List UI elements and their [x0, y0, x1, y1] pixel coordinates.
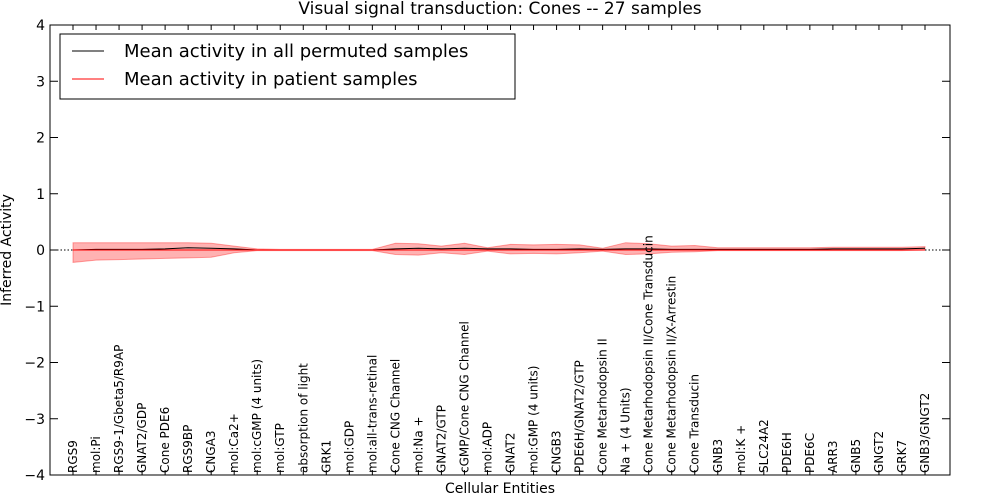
x-tick-label: Cone CNG Channel [388, 359, 402, 473]
x-tick-label: Cone Transducin [688, 374, 702, 473]
legend-label-patient: Mean activity in patient samples [124, 69, 418, 90]
x-tick-label: GNB5 [849, 439, 863, 473]
legend: Mean activity in all permuted samples Me… [59, 33, 516, 100]
x-tick-label: cGMP/Cone CNG Channel [458, 321, 472, 473]
x-tick-label: PDE6C [803, 433, 817, 473]
x-tick-label: mol:cGMP (4 units) [250, 359, 264, 473]
x-tick-label: GNB3/GNGT2 [918, 393, 932, 473]
y-tick-label: 3 [36, 74, 45, 90]
x-tick-label: GNAT2/GDP [135, 403, 149, 473]
x-tick-label: absorption of light [296, 363, 310, 473]
y-tick-label: −1 [24, 299, 45, 315]
x-tick-label: PDE6H/GNAT2/GTP [573, 360, 587, 473]
y-tick-label: −4 [24, 468, 45, 484]
x-tick-label: PDE6H [780, 432, 794, 473]
legend-box [59, 33, 516, 100]
x-tick-label: GRK7 [895, 440, 909, 473]
chart-title: Visual signal transduction: Cones -- 27 … [298, 0, 701, 19]
x-tick-label: mol:GDP [342, 421, 356, 473]
x-tick-label: mol:ADP [481, 422, 495, 473]
x-tick-label: SLC24A2 [757, 419, 771, 473]
x-tick-label: mol:all-trans-retinal [365, 355, 379, 473]
x-tick-label: mol:Pi [89, 436, 103, 473]
x-tick-label: CNGB3 [550, 430, 564, 473]
y-tick-label: 0 [36, 243, 45, 259]
legend-label-permuted: Mean activity in all permuted samples [124, 41, 468, 62]
y-axis-label: Inferred Activity [0, 194, 15, 306]
series-line-permuted [72, 247, 926, 251]
x-tick-label: RGS9BP [181, 425, 195, 473]
x-tick-label: GNGT2 [872, 431, 886, 473]
x-tick-label: GRK1 [319, 440, 333, 473]
x-tick-label: mol:Ca2+ [227, 413, 241, 473]
y-tick-label: −3 [24, 412, 45, 428]
y-tick-label: −2 [24, 356, 45, 372]
x-tick-label: GNB3 [711, 439, 725, 473]
x-tick-label: GNAT2/GTP [434, 405, 448, 473]
x-tick-label: Cone Metarhodopsin II/X-Arrestin [665, 276, 679, 473]
y-tick-label: 1 [36, 187, 45, 203]
y-tick-label: 4 [36, 18, 45, 34]
x-tick-label: mol:GMP (4 units) [527, 366, 541, 473]
x-tick-label: ARR3 [826, 440, 840, 473]
x-axis-label: Cellular Entities [445, 481, 555, 497]
x-tick-label: Cone PDE6 [158, 407, 172, 473]
x-tick-label: mol:Na + [411, 416, 425, 473]
y-tick-label: 2 [36, 131, 45, 147]
x-tick-label: GNAT2 [504, 432, 518, 473]
x-tick-label: RGS9 [66, 440, 80, 473]
x-tick-label: Cone Metarhodopsin II [596, 338, 610, 473]
x-tick-label: CNGA3 [204, 431, 218, 474]
x-tick-label: Na + (4 Units) [619, 387, 633, 473]
x-tick-label: Cone Metarhodopsin II/Cone Transducin [642, 235, 656, 473]
x-tick-label: mol:GTP [273, 423, 287, 473]
x-tick-label: mol:K + [734, 425, 748, 473]
x-tick-label: RGS9-1/Gbeta5/R9AP [112, 345, 126, 473]
